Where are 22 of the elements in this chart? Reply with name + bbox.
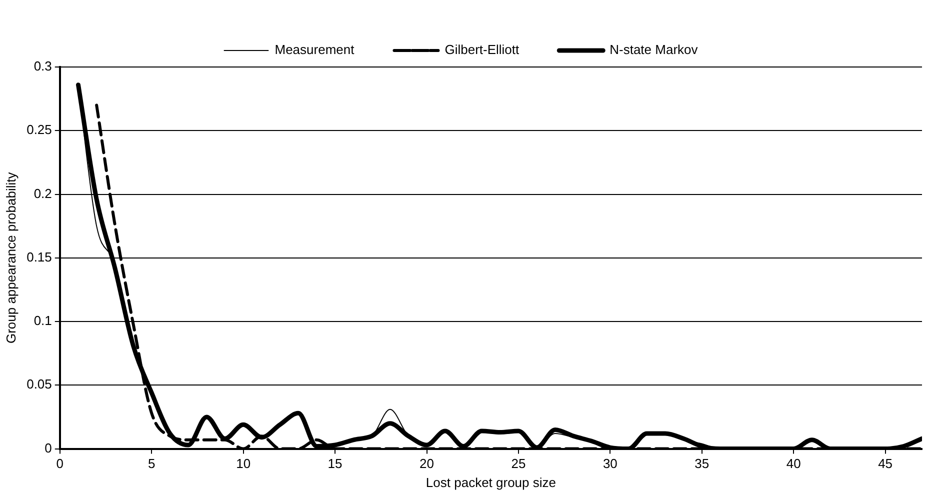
y-tick-label: 0.05	[26, 376, 52, 392]
x-tick-label: 40	[786, 456, 801, 472]
legend-label: N-state Markov	[610, 42, 698, 58]
y-tick-label: 0.25	[26, 122, 52, 138]
y-tick-label: 0.15	[26, 249, 52, 264]
y-tick-label: 0.2	[34, 186, 52, 201]
legend-label: Gilbert-Elliott	[444, 42, 520, 58]
x-tick-label: 45	[878, 456, 893, 472]
x-tick-label: 35	[694, 456, 710, 472]
x-tick-label: 15	[328, 456, 342, 472]
y-tick-label: 0.1	[34, 313, 52, 328]
x-axis-title: Lost packet group size	[426, 474, 556, 490]
x-tick-label: 25	[511, 456, 526, 472]
x-tick-label: 0	[56, 456, 64, 472]
y-axis-title: Group appearance probability	[3, 172, 18, 344]
x-tick-label: 10	[236, 456, 251, 472]
x-tick-label: 30	[602, 456, 618, 472]
legend-label: Measurement	[274, 42, 355, 58]
y-tick-label: 0	[44, 440, 52, 456]
x-tick-label: 5	[148, 456, 156, 472]
y-tick-label: 0.3	[34, 58, 52, 74]
x-tick-label: 20	[420, 456, 434, 472]
